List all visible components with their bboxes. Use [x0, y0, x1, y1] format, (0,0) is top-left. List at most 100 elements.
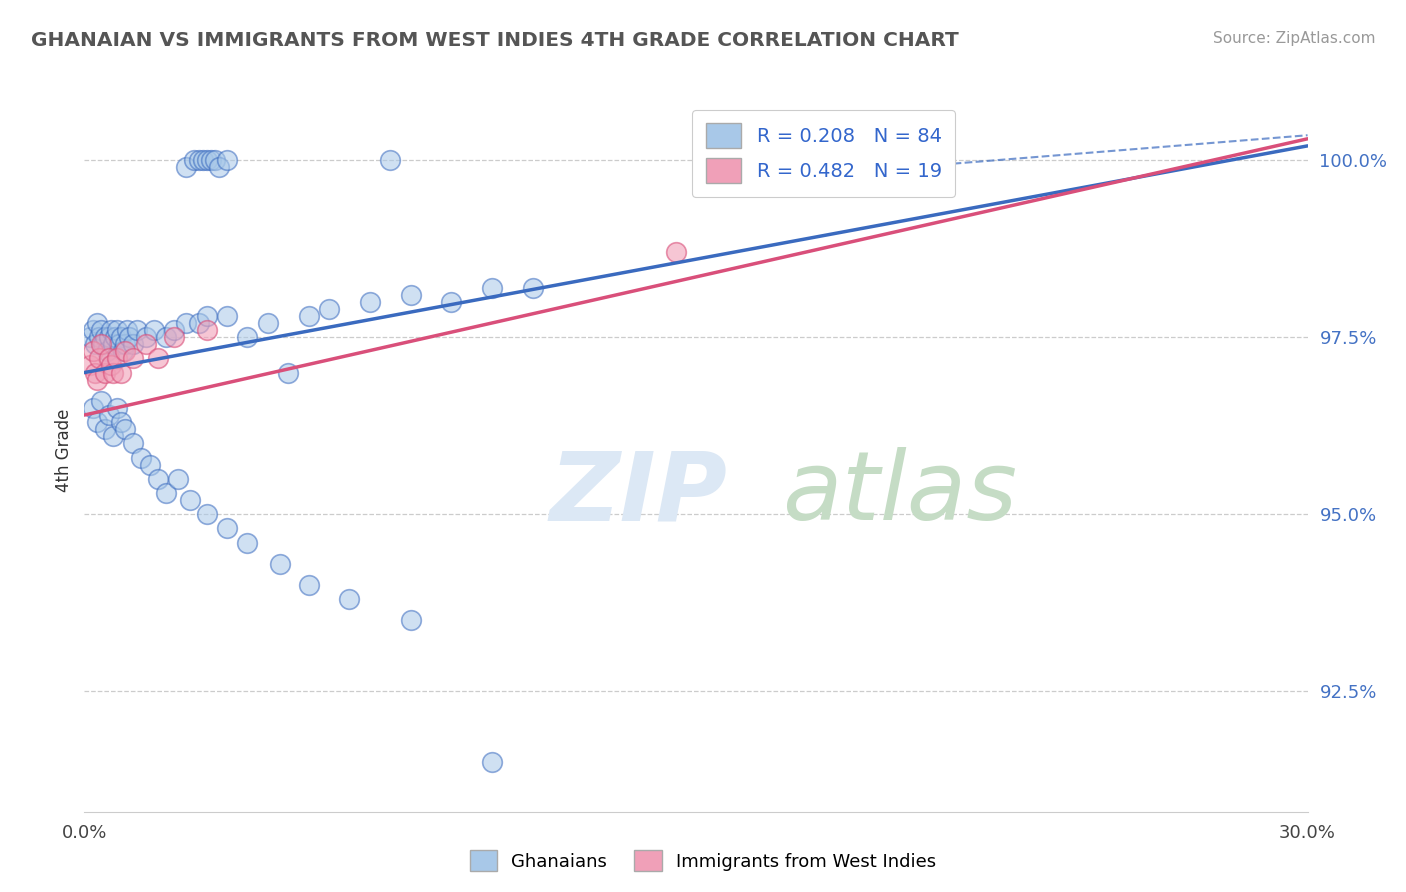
Point: [236, 330, 259, 344]
Point: [87, 330, 110, 344]
Text: ZIP: ZIP: [550, 447, 727, 541]
Point: [318, 301, 340, 316]
Point: [167, 472, 190, 486]
Point: [183, 153, 205, 167]
Point: [90, 393, 112, 408]
Point: [97, 408, 120, 422]
Point: [217, 521, 239, 535]
Point: [399, 614, 422, 628]
Point: [86, 415, 108, 429]
Point: [101, 337, 124, 351]
Point: [115, 323, 138, 337]
Point: [110, 415, 132, 429]
Point: [90, 323, 112, 337]
Point: [97, 330, 120, 344]
Point: [83, 366, 105, 380]
Point: [110, 366, 132, 380]
Point: [105, 323, 128, 337]
Point: [187, 153, 209, 167]
Point: [236, 535, 259, 549]
Point: [146, 472, 169, 486]
Point: [97, 351, 120, 366]
Point: [269, 557, 291, 571]
Point: [93, 422, 115, 436]
Point: [82, 323, 104, 337]
Point: [204, 153, 226, 167]
Point: [665, 245, 688, 260]
Point: [86, 316, 108, 330]
Point: [191, 153, 214, 167]
Point: [200, 153, 222, 167]
Point: [187, 316, 209, 330]
Point: [174, 160, 197, 174]
Point: [399, 287, 422, 301]
Point: [79, 359, 101, 373]
Point: [127, 323, 149, 337]
Point: [155, 486, 177, 500]
Point: [146, 351, 169, 366]
Point: [298, 578, 321, 592]
Point: [155, 330, 177, 344]
Point: [131, 450, 153, 465]
Point: [195, 507, 218, 521]
Point: [217, 309, 239, 323]
Point: [135, 330, 157, 344]
Point: [522, 280, 544, 294]
Text: GHANAIAN VS IMMIGRANTS FROM WEST INDIES 4TH GRADE CORRELATION CHART: GHANAIAN VS IMMIGRANTS FROM WEST INDIES …: [31, 31, 959, 50]
Point: [112, 344, 135, 359]
Point: [217, 153, 239, 167]
Legend: R = 0.208   N = 84, R = 0.482   N = 19: R = 0.208 N = 84, R = 0.482 N = 19: [692, 110, 955, 196]
Point: [174, 316, 197, 330]
Point: [114, 344, 136, 359]
Legend: Ghanaians, Immigrants from West Indies: Ghanaians, Immigrants from West Indies: [463, 843, 943, 879]
Point: [481, 280, 503, 294]
Point: [118, 330, 141, 344]
Point: [91, 337, 114, 351]
Point: [114, 422, 136, 436]
Point: [93, 366, 115, 380]
Point: [82, 344, 104, 359]
Point: [122, 436, 145, 450]
Point: [100, 323, 122, 337]
Point: [122, 337, 145, 351]
Point: [101, 366, 124, 380]
Text: atlas: atlas: [782, 447, 1017, 541]
Point: [195, 309, 218, 323]
Point: [135, 337, 157, 351]
Point: [93, 330, 115, 344]
Point: [208, 160, 231, 174]
Point: [163, 323, 186, 337]
Point: [87, 351, 110, 366]
Point: [122, 351, 145, 366]
Point: [96, 344, 118, 359]
Point: [108, 337, 131, 351]
Point: [86, 373, 108, 387]
Point: [90, 337, 112, 351]
Point: [104, 330, 127, 344]
Y-axis label: 4th Grade: 4th Grade: [55, 409, 73, 492]
Point: [440, 294, 463, 309]
Point: [105, 351, 128, 366]
Point: [82, 401, 104, 415]
Point: [195, 323, 218, 337]
Point: [163, 330, 186, 344]
Point: [110, 330, 132, 344]
Point: [79, 330, 101, 344]
Point: [142, 323, 165, 337]
Point: [481, 755, 503, 769]
Point: [101, 429, 124, 443]
Point: [339, 592, 361, 607]
Point: [298, 309, 321, 323]
Point: [114, 337, 136, 351]
Point: [359, 294, 381, 309]
Point: [105, 401, 128, 415]
Point: [277, 366, 299, 380]
Point: [257, 316, 280, 330]
Point: [195, 153, 218, 167]
Point: [83, 337, 105, 351]
Point: [100, 359, 122, 373]
Text: Source: ZipAtlas.com: Source: ZipAtlas.com: [1212, 31, 1375, 46]
Point: [380, 153, 402, 167]
Point: [179, 493, 201, 508]
Point: [138, 458, 160, 472]
